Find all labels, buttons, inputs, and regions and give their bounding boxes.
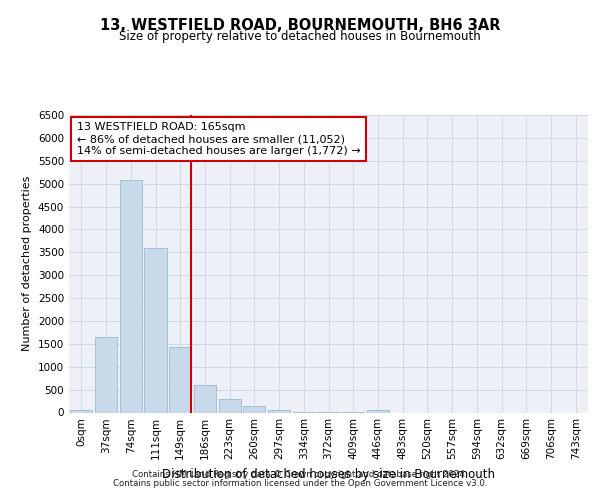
Bar [95, 337, 117, 412]
Bar [169, 347, 191, 412]
Text: 13 WESTFIELD ROAD: 165sqm
← 86% of detached houses are smaller (11,052)
14% of s: 13 WESTFIELD ROAD: 165sqm ← 86% of detac… [77, 122, 361, 156]
Text: Contains public sector information licensed under the Open Government Licence v3: Contains public sector information licen… [113, 479, 487, 488]
Bar [243, 406, 265, 412]
X-axis label: Distribution of detached houses by size in Bournemouth: Distribution of detached houses by size … [162, 468, 495, 481]
Bar [194, 385, 216, 412]
Bar [70, 410, 92, 412]
Text: Size of property relative to detached houses in Bournemouth: Size of property relative to detached ho… [119, 30, 481, 43]
Bar [218, 399, 241, 412]
Bar [367, 410, 389, 412]
Text: Contains HM Land Registry data © Crown copyright and database right 2024.: Contains HM Land Registry data © Crown c… [132, 470, 468, 479]
Text: 13, WESTFIELD ROAD, BOURNEMOUTH, BH6 3AR: 13, WESTFIELD ROAD, BOURNEMOUTH, BH6 3AR [100, 18, 500, 32]
Bar [119, 180, 142, 412]
Bar [145, 248, 167, 412]
Y-axis label: Number of detached properties: Number of detached properties [22, 176, 32, 352]
Bar [268, 410, 290, 412]
